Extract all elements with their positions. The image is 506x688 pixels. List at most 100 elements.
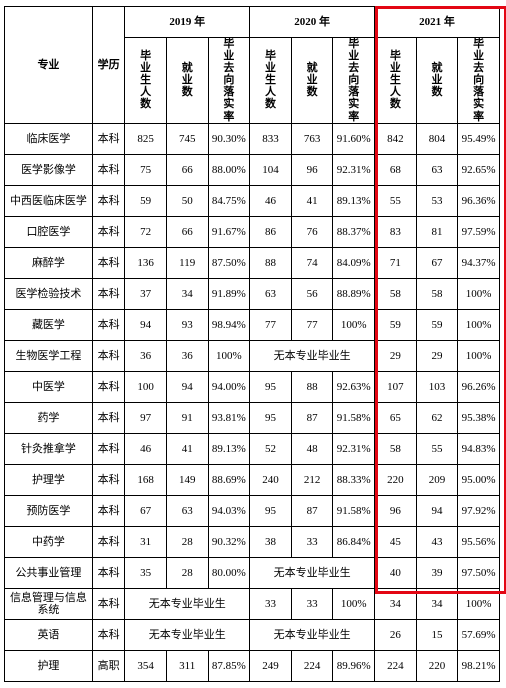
col-sub-grads: 毕业生人数 xyxy=(375,38,417,124)
cell-r: 94.03% xyxy=(208,496,250,527)
cell-g: 65 xyxy=(375,403,417,434)
cell-g: 96 xyxy=(375,496,417,527)
cell-g: 34 xyxy=(375,589,417,620)
col-edu: 学历 xyxy=(92,7,124,124)
table-row: 藏医学本科949398.94%7777100%5959100% xyxy=(5,310,500,341)
cell-major: 中西医临床医学 xyxy=(5,186,93,217)
cell-r: 90.32% xyxy=(208,527,250,558)
cell-major: 临床医学 xyxy=(5,124,93,155)
cell-r: 87.50% xyxy=(208,248,250,279)
cell-edu: 本科 xyxy=(92,465,124,496)
table-row: 口腔医学本科726691.67%867688.37%838197.59% xyxy=(5,217,500,248)
table-row: 医学检验技术本科373491.89%635688.89%5858100% xyxy=(5,279,500,310)
cell-r: 98.21% xyxy=(458,651,500,682)
cell-e: 94 xyxy=(416,496,458,527)
cell-e: 48 xyxy=(291,434,333,465)
cell-e: 119 xyxy=(166,248,208,279)
cell-g: 83 xyxy=(375,217,417,248)
cell-e: 91 xyxy=(166,403,208,434)
cell-r: 96.26% xyxy=(458,372,500,403)
cell-e: 29 xyxy=(416,341,458,372)
cell-edu: 本科 xyxy=(92,341,124,372)
cell-r: 100% xyxy=(458,310,500,341)
cell-edu: 本科 xyxy=(92,217,124,248)
cell-g: 825 xyxy=(125,124,167,155)
table-row: 公共事业管理本科352880.00%无本专业毕业生403997.50% xyxy=(5,558,500,589)
cell-r: 100% xyxy=(333,310,375,341)
cell-g: 107 xyxy=(375,372,417,403)
cell-e: 41 xyxy=(291,186,333,217)
cell-g: 72 xyxy=(125,217,167,248)
cell-e: 87 xyxy=(291,403,333,434)
cell-r: 97.92% xyxy=(458,496,500,527)
cell-r: 97.59% xyxy=(458,217,500,248)
cell-g: 95 xyxy=(250,496,292,527)
table-row: 麻醉学本科13611987.50%887484.09%716794.37% xyxy=(5,248,500,279)
cell-g: 71 xyxy=(375,248,417,279)
table-row: 临床医学本科82574590.30%83376391.60%84280495.4… xyxy=(5,124,500,155)
cell-r: 88.37% xyxy=(333,217,375,248)
cell-r: 94.37% xyxy=(458,248,500,279)
col-sub-rate: 毕业去向落实率 xyxy=(208,38,250,124)
cell-r: 89.96% xyxy=(333,651,375,682)
cell-e: 74 xyxy=(291,248,333,279)
col-sub-grads: 毕业生人数 xyxy=(250,38,292,124)
cell-edu: 本科 xyxy=(92,527,124,558)
cell-r: 91.60% xyxy=(333,124,375,155)
table-body: 临床医学本科82574590.30%83376391.60%84280495.4… xyxy=(5,124,500,682)
cell-e: 220 xyxy=(416,651,458,682)
cell-r: 100% xyxy=(458,589,500,620)
table-row: 中医学本科1009494.00%958892.63%10710396.26% xyxy=(5,372,500,403)
cell-r: 89.13% xyxy=(208,434,250,465)
table-row: 医学影像学本科756688.00%1049692.31%686392.65% xyxy=(5,155,500,186)
cell-major: 药学 xyxy=(5,403,93,434)
cell-g: 59 xyxy=(375,310,417,341)
cell-g: 86 xyxy=(250,217,292,248)
employment-table: 专业 学历 2019 年 2020 年 2021 年 毕业生人数就业数毕业去向落… xyxy=(4,6,500,682)
cell-no-grads: 无本专业毕业生 xyxy=(125,620,250,651)
cell-g: 38 xyxy=(250,527,292,558)
cell-g: 63 xyxy=(250,279,292,310)
cell-g: 100 xyxy=(125,372,167,403)
table-row: 中西医临床医学本科595084.75%464189.13%555396.36% xyxy=(5,186,500,217)
cell-major: 预防医学 xyxy=(5,496,93,527)
cell-e: 39 xyxy=(416,558,458,589)
table-row: 针灸推拿学本科464189.13%524892.31%585594.83% xyxy=(5,434,500,465)
cell-no-grads: 无本专业毕业生 xyxy=(250,620,375,651)
cell-r: 91.89% xyxy=(208,279,250,310)
cell-edu: 本科 xyxy=(92,558,124,589)
cell-r: 94.83% xyxy=(458,434,500,465)
cell-edu: 本科 xyxy=(92,248,124,279)
cell-e: 212 xyxy=(291,465,333,496)
cell-major: 护理学 xyxy=(5,465,93,496)
table-head: 专业 学历 2019 年 2020 年 2021 年 毕业生人数就业数毕业去向落… xyxy=(5,7,500,124)
cell-g: 240 xyxy=(250,465,292,496)
cell-major: 英语 xyxy=(5,620,93,651)
cell-no-grads: 无本专业毕业生 xyxy=(125,589,250,620)
cell-g: 46 xyxy=(250,186,292,217)
cell-r: 90.30% xyxy=(208,124,250,155)
cell-e: 224 xyxy=(291,651,333,682)
cell-r: 94.00% xyxy=(208,372,250,403)
cell-r: 98.94% xyxy=(208,310,250,341)
col-year-2020: 2020 年 xyxy=(250,7,375,38)
cell-e: 77 xyxy=(291,310,333,341)
cell-r: 89.13% xyxy=(333,186,375,217)
cell-e: 36 xyxy=(166,341,208,372)
cell-major: 藏医学 xyxy=(5,310,93,341)
cell-major: 口腔医学 xyxy=(5,217,93,248)
cell-major: 麻醉学 xyxy=(5,248,93,279)
cell-e: 43 xyxy=(416,527,458,558)
cell-major: 医学影像学 xyxy=(5,155,93,186)
cell-g: 68 xyxy=(375,155,417,186)
cell-edu: 本科 xyxy=(92,589,124,620)
cell-major: 中医学 xyxy=(5,372,93,403)
cell-edu: 本科 xyxy=(92,372,124,403)
cell-edu: 本科 xyxy=(92,155,124,186)
cell-r: 91.58% xyxy=(333,403,375,434)
table-row: 护理学本科16814988.69%24021288.33%22020995.00… xyxy=(5,465,500,496)
table-row: 生物医学工程本科3636100%无本专业毕业生2929100% xyxy=(5,341,500,372)
cell-e: 88 xyxy=(291,372,333,403)
cell-e: 50 xyxy=(166,186,208,217)
cell-major: 生物医学工程 xyxy=(5,341,93,372)
